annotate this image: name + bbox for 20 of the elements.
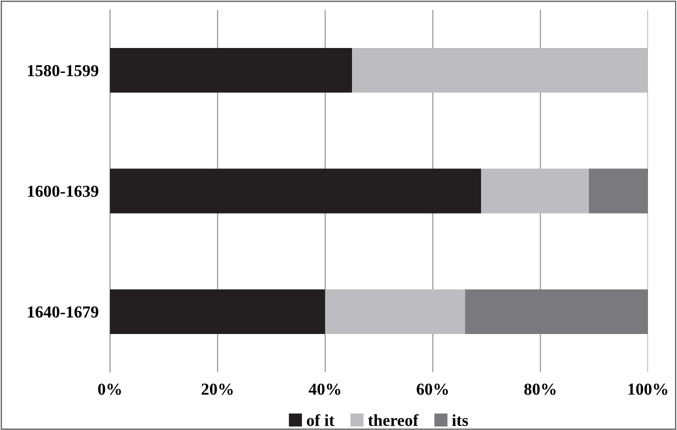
bar (588, 168, 648, 214)
bar (110, 168, 482, 214)
bar (352, 48, 648, 93)
y-tick-label: 1640-1679 (28, 306, 98, 318)
bar (481, 168, 589, 214)
x-tick-label: 0% (98, 384, 121, 395)
bar (465, 289, 648, 334)
bar (110, 289, 326, 334)
bar (110, 48, 352, 93)
x-tick-label: 40% (308, 384, 340, 395)
x-tick-label: 80% (524, 384, 556, 395)
y-tick-label: 1600-1639 (28, 186, 98, 197)
bar (325, 289, 466, 334)
x-tick-label: 20% (202, 384, 233, 395)
x-tick-label: 60% (416, 384, 448, 395)
legend-label: its (452, 414, 468, 426)
legend-label: of it (306, 414, 334, 426)
y-tick-label: 1580-1599 (28, 65, 98, 76)
x-tick-label: 100% (628, 384, 668, 395)
legend-label: thereof (368, 414, 419, 426)
